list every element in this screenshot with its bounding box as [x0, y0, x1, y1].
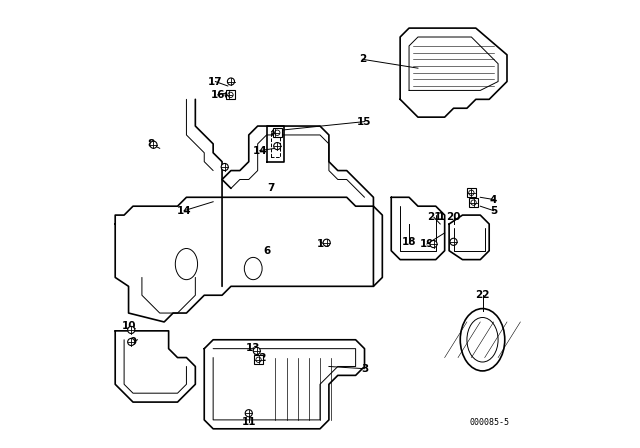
Circle shape — [150, 141, 157, 148]
Circle shape — [227, 78, 234, 85]
Text: 10: 10 — [317, 239, 332, 249]
Text: 18: 18 — [402, 237, 416, 247]
Text: 6: 6 — [263, 246, 270, 256]
Text: 20: 20 — [446, 212, 461, 222]
FancyBboxPatch shape — [469, 198, 478, 207]
Circle shape — [127, 338, 135, 345]
Circle shape — [253, 347, 260, 354]
Text: 19: 19 — [420, 239, 434, 249]
Text: 2: 2 — [358, 54, 366, 64]
Text: 21: 21 — [427, 212, 441, 222]
Text: 11: 11 — [241, 417, 256, 427]
Text: 3: 3 — [361, 364, 368, 374]
Text: 14: 14 — [253, 146, 268, 155]
Text: 7: 7 — [268, 183, 275, 194]
FancyBboxPatch shape — [226, 90, 235, 99]
Circle shape — [221, 164, 228, 171]
Circle shape — [274, 142, 281, 150]
Circle shape — [225, 91, 232, 99]
Text: 8: 8 — [147, 139, 154, 149]
Circle shape — [255, 356, 262, 363]
Text: 14: 14 — [177, 206, 191, 215]
Text: 16: 16 — [211, 90, 225, 100]
Circle shape — [450, 238, 457, 246]
FancyBboxPatch shape — [467, 188, 476, 197]
Text: 1: 1 — [438, 212, 445, 222]
Text: 9: 9 — [129, 337, 136, 347]
Circle shape — [468, 189, 475, 196]
Text: 15: 15 — [357, 116, 372, 127]
Circle shape — [430, 241, 437, 248]
Circle shape — [245, 409, 252, 417]
Text: 000085-5: 000085-5 — [469, 418, 509, 426]
Text: 4: 4 — [490, 194, 497, 205]
Text: 13: 13 — [246, 343, 260, 353]
FancyBboxPatch shape — [254, 355, 263, 364]
FancyBboxPatch shape — [273, 128, 282, 137]
Text: 12: 12 — [253, 353, 267, 362]
Circle shape — [323, 239, 330, 246]
Circle shape — [272, 129, 279, 136]
Text: 17: 17 — [208, 77, 223, 86]
Text: 22: 22 — [476, 290, 490, 300]
Text: 10: 10 — [122, 321, 137, 332]
Circle shape — [470, 199, 477, 206]
Text: 5: 5 — [490, 206, 497, 215]
Circle shape — [127, 327, 135, 333]
